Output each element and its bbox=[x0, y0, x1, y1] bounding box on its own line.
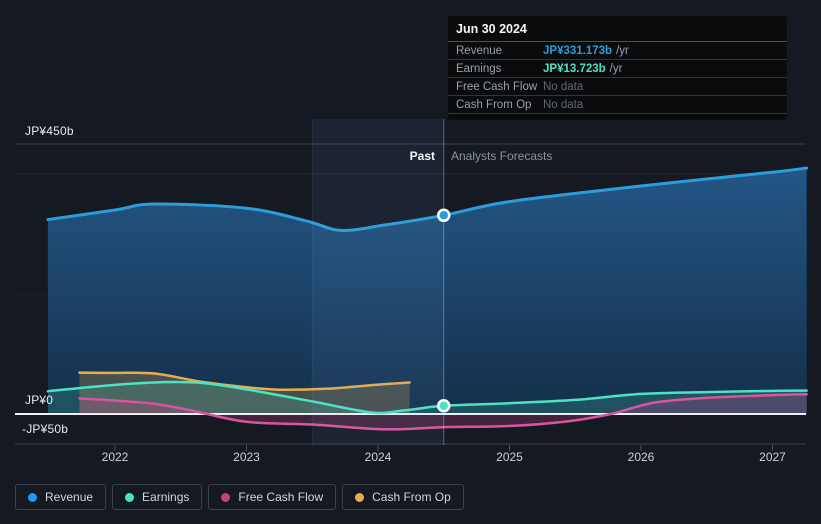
legend-label: Revenue bbox=[45, 490, 94, 504]
tooltip-row-revenue: Revenue JP¥331.173b /yr bbox=[448, 42, 787, 60]
free-cash-flow-color-dot-icon bbox=[221, 492, 231, 502]
free-cash-flow-series bbox=[78, 392, 808, 431]
cash-from-op-series bbox=[78, 371, 411, 392]
tooltip-label: Earnings bbox=[456, 62, 502, 75]
x-axis-label-2022: 2022 bbox=[101, 450, 129, 464]
x-axis-label-2027: 2027 bbox=[759, 450, 786, 464]
earnings-series bbox=[46, 380, 808, 415]
tooltip-suffix: /yr bbox=[609, 62, 623, 75]
legend-label: Free Cash Flow bbox=[238, 490, 324, 504]
revenue-marker bbox=[437, 208, 451, 223]
earnings-area bbox=[47, 381, 807, 414]
earnings-marker bbox=[437, 399, 451, 413]
tooltip-label: Cash From Op bbox=[456, 98, 532, 111]
revenue-color-dot-icon bbox=[28, 492, 37, 502]
legend-item-free-cash-flow[interactable]: Free Cash Flow bbox=[208, 484, 337, 510]
revenue-area bbox=[47, 168, 807, 414]
legend-item-revenue[interactable]: Revenue bbox=[15, 484, 107, 510]
revenue-series bbox=[46, 166, 809, 232]
tooltip-row-cash-from-op: Cash From Op No data bbox=[448, 96, 787, 114]
analysts-forecasts-label: Analysts Forecasts bbox=[451, 149, 553, 163]
past-period-band bbox=[312, 119, 444, 445]
legend: Revenue Earnings Free Cash Flow Cash Fro… bbox=[15, 484, 464, 510]
tooltip-value: JP¥331.173b bbox=[543, 44, 613, 57]
y-axis-label-neg50b: -JP¥50b bbox=[22, 422, 69, 436]
cash-from-op-color-dot-icon bbox=[355, 492, 365, 502]
tooltip-value: No data bbox=[543, 80, 584, 93]
legend-item-earnings[interactable]: Earnings bbox=[112, 484, 203, 510]
x-axis-label-2023: 2023 bbox=[233, 450, 260, 464]
past-label: Past bbox=[409, 149, 435, 163]
free-cash-flow-area bbox=[79, 394, 807, 430]
y-axis-label-450b: JP¥450b bbox=[25, 124, 74, 138]
legend-label: Cash From Op bbox=[372, 490, 451, 504]
x-axis-label-2026: 2026 bbox=[627, 450, 655, 464]
tooltip-row-free-cash-flow: Free Cash Flow No data bbox=[448, 78, 787, 96]
legend-item-cash-from-op[interactable]: Cash From Op bbox=[342, 484, 464, 510]
tooltip-value: No data bbox=[543, 98, 584, 111]
x-axis-label-2025: 2025 bbox=[496, 450, 523, 464]
x-axis-label-2024: 2024 bbox=[364, 450, 392, 464]
tooltip-label: Free Cash Flow bbox=[456, 80, 538, 93]
tooltip-suffix: /yr bbox=[616, 44, 629, 57]
tooltip-value: JP¥13.723b bbox=[543, 62, 606, 75]
hover-tooltip: Jun 30 2024 Revenue JP¥331.173b /yr Earn… bbox=[448, 16, 787, 120]
tooltip-label: Revenue bbox=[456, 44, 503, 57]
tooltip-row-earnings: Earnings JP¥13.723b /yr bbox=[448, 60, 787, 78]
y-axis-label-0: JP¥0 bbox=[25, 393, 54, 407]
earnings-color-dot-icon bbox=[125, 492, 135, 502]
tooltip-date: Jun 30 2024 bbox=[448, 16, 787, 42]
legend-label: Earnings bbox=[142, 490, 190, 504]
